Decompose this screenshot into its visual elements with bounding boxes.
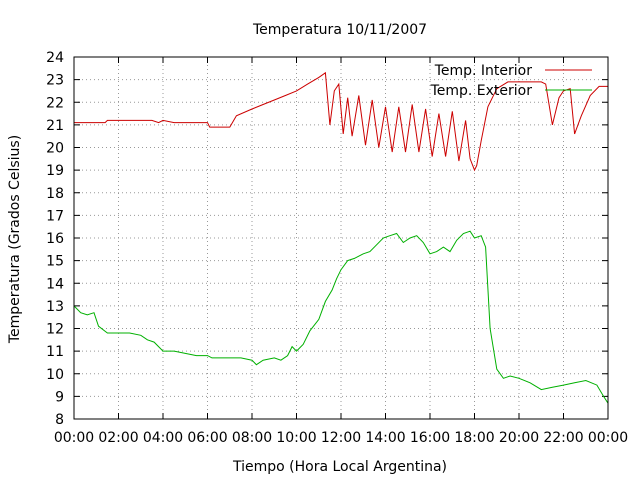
y-tick-label: 13 (46, 299, 64, 315)
legend-label: Temp. Interior (434, 63, 533, 79)
x-tick-label: 12:00 (321, 430, 361, 446)
y-tick-label: 15 (46, 254, 64, 270)
x-tick-label: 00:00 (54, 430, 94, 446)
y-tick-label: 18 (46, 186, 64, 202)
x-tick-label: 16:00 (410, 430, 450, 446)
legend-label: Temp. Exterior (430, 83, 533, 99)
y-tick-label: 19 (46, 163, 64, 179)
y-tick-label: 16 (46, 231, 64, 247)
x-tick-label: 08:00 (232, 430, 272, 446)
y-tick-label: 11 (46, 344, 64, 360)
series-line-interior (74, 71, 608, 172)
plot-frame (73, 56, 609, 420)
y-axis-label: Temperatura (Grados Celsius) (7, 135, 23, 344)
x-tick-label: 00:00 (588, 430, 628, 446)
chart-title: Temperatura 10/11/2007 (252, 22, 427, 38)
y-tick-label: 24 (46, 50, 64, 66)
x-tick-label: 06:00 (187, 430, 227, 446)
series-lines (73, 71, 609, 404)
x-tick-label: 02:00 (98, 430, 138, 446)
x-tick-label: 22:00 (543, 430, 583, 446)
legend: Temp. Interior Temp. Exterior (430, 63, 592, 99)
x-axis-label: Tiempo (Hora Local Argentina) (232, 459, 447, 475)
y-tick-label: 17 (46, 208, 64, 224)
y-tick-label: 23 (46, 73, 64, 89)
series-line-exterior (73, 230, 609, 404)
grid (74, 57, 608, 419)
x-tick-label: 20:00 (499, 430, 539, 446)
x-tick-label: 04:00 (143, 430, 183, 446)
y-tick-label: 8 (55, 412, 64, 428)
axis-ticks: 00:00 02:00 04:00 06:00 08:00 10:00 12:00 14:00… (46, 50, 628, 446)
x-tick-label: 14:00 (365, 430, 405, 446)
y-tick-label: 22 (46, 95, 64, 111)
y-tick-label: 21 (46, 118, 64, 134)
y-tick-label: 9 (55, 389, 64, 405)
y-tick-label: 10 (46, 367, 64, 383)
y-tick-label: 20 (46, 141, 64, 157)
x-tick-label: 18:00 (454, 430, 494, 446)
x-tick-label: 10:00 (276, 430, 316, 446)
y-tick-label: 14 (46, 276, 64, 292)
y-tick-label: 12 (46, 322, 64, 338)
